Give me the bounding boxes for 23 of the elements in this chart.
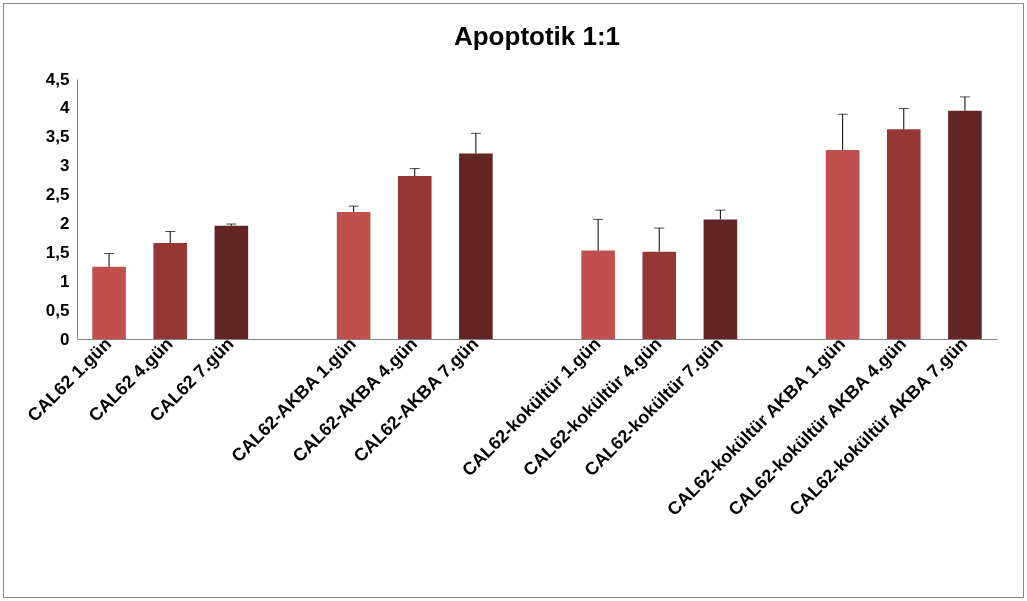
bar (703, 219, 738, 339)
chart-title: Apoptotik 1:1 (453, 21, 621, 51)
y-tick-label: 2,5 (45, 185, 70, 205)
y-tick-label: 1,5 (45, 242, 70, 262)
bar (459, 153, 493, 339)
bar (92, 266, 126, 339)
bar (886, 129, 921, 339)
bar (581, 250, 615, 339)
bar (948, 110, 982, 339)
bar (336, 211, 371, 339)
y-tick-label: 3 (60, 156, 70, 176)
bar (642, 251, 677, 339)
y-tick-label: 2 (60, 213, 70, 233)
y-tick-label: 3,5 (45, 127, 70, 147)
y-tick-label: 4,5 (45, 69, 70, 89)
y-tick-label: 0 (60, 329, 70, 349)
bar (825, 150, 860, 339)
bar (153, 243, 188, 339)
bar (397, 176, 432, 339)
y-tick-label: 4 (60, 98, 71, 118)
bar (214, 225, 249, 339)
y-tick-label: 0,5 (45, 300, 70, 320)
y-tick-label: 1 (60, 271, 70, 291)
